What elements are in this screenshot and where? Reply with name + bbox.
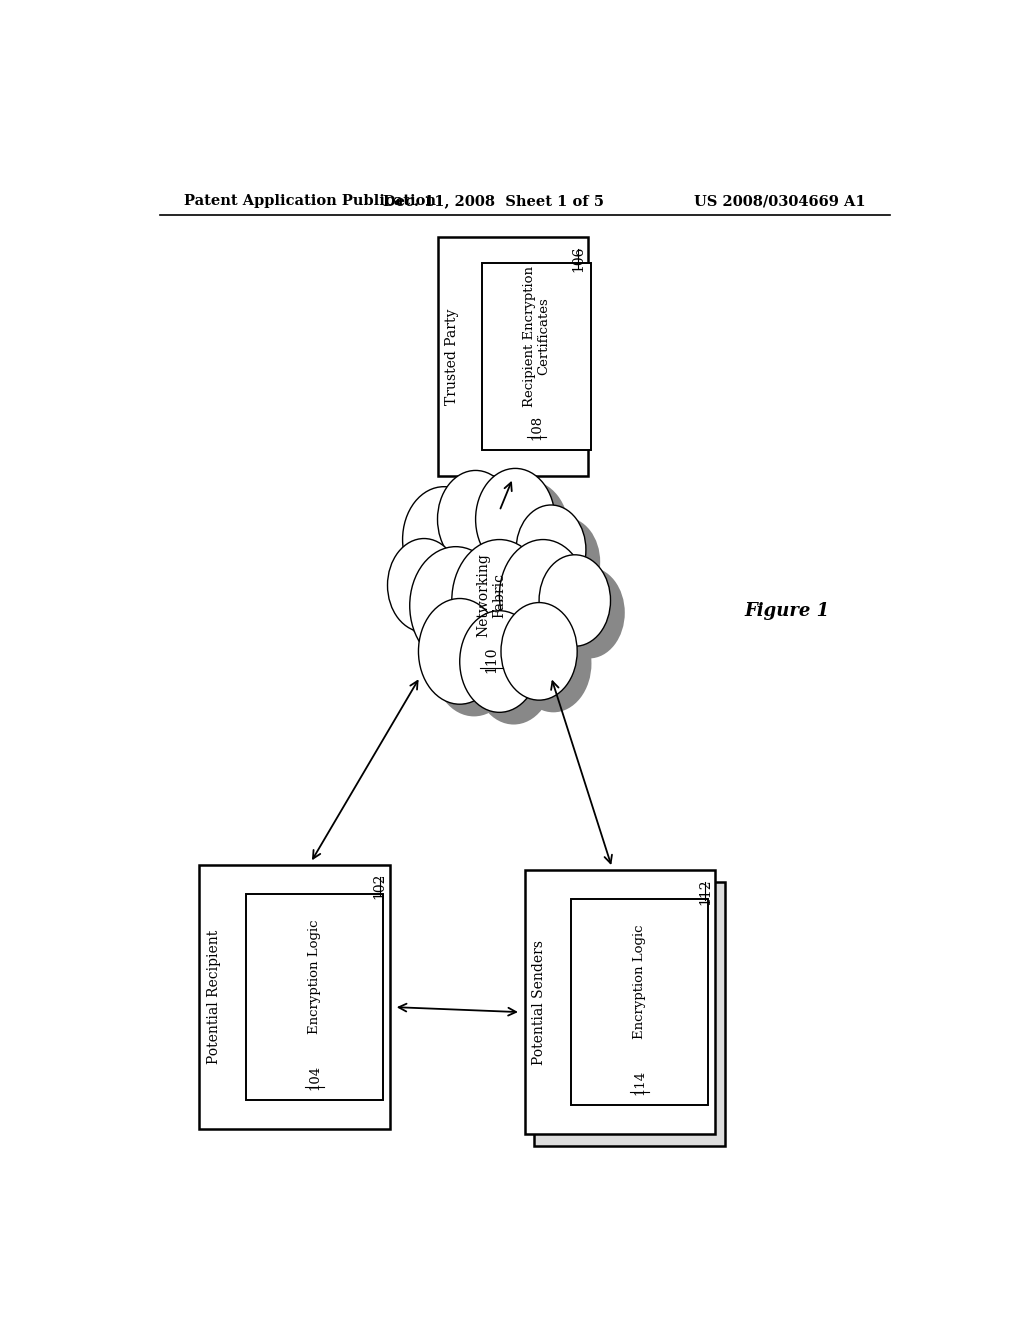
Circle shape xyxy=(514,552,601,664)
Text: Dec. 11, 2008  Sheet 1 of 5: Dec. 11, 2008 Sheet 1 of 5 xyxy=(383,194,603,209)
Circle shape xyxy=(410,546,502,664)
Circle shape xyxy=(433,611,515,717)
Text: 112: 112 xyxy=(698,878,712,904)
Circle shape xyxy=(460,611,539,713)
Circle shape xyxy=(466,552,561,673)
Text: Figure 1: Figure 1 xyxy=(744,602,829,619)
Text: 106: 106 xyxy=(571,246,585,272)
Circle shape xyxy=(515,615,592,713)
Text: 108: 108 xyxy=(530,414,543,440)
Text: Patent Application Publication: Patent Application Publication xyxy=(183,194,435,209)
Circle shape xyxy=(419,598,501,704)
Text: 102: 102 xyxy=(373,873,387,899)
Bar xyxy=(524,870,715,1134)
Circle shape xyxy=(516,506,586,594)
Circle shape xyxy=(424,558,516,677)
Circle shape xyxy=(401,550,475,644)
Circle shape xyxy=(474,623,553,725)
Bar xyxy=(437,238,588,477)
Circle shape xyxy=(387,539,461,632)
Circle shape xyxy=(475,469,555,570)
Circle shape xyxy=(417,499,500,605)
Circle shape xyxy=(539,554,610,647)
Text: Networking
Fabric: Networking Fabric xyxy=(476,553,507,638)
Text: Encryption Logic: Encryption Logic xyxy=(634,924,646,1039)
Circle shape xyxy=(501,602,578,700)
Circle shape xyxy=(489,480,569,582)
Circle shape xyxy=(553,568,625,659)
Text: Encryption Logic: Encryption Logic xyxy=(308,919,321,1034)
Text: 114: 114 xyxy=(634,1071,646,1096)
Circle shape xyxy=(452,540,547,661)
Text: Recipient Encryption
Certificates: Recipient Encryption Certificates xyxy=(522,265,551,407)
Bar xyxy=(535,882,725,1146)
Bar xyxy=(482,264,591,450)
Circle shape xyxy=(530,517,600,607)
Text: 104: 104 xyxy=(308,1065,321,1090)
Text: Trusted Party: Trusted Party xyxy=(444,309,459,405)
Text: 110: 110 xyxy=(484,647,499,673)
Text: Potential Recipient: Potential Recipient xyxy=(207,929,221,1064)
Circle shape xyxy=(500,540,587,651)
Bar xyxy=(246,894,383,1100)
Circle shape xyxy=(452,483,528,581)
Text: Potential Senders: Potential Senders xyxy=(532,940,546,1064)
Circle shape xyxy=(402,487,485,593)
Bar xyxy=(200,865,390,1129)
Bar xyxy=(571,899,709,1105)
Text: US 2008/0304669 A1: US 2008/0304669 A1 xyxy=(694,194,866,209)
Circle shape xyxy=(437,470,514,568)
